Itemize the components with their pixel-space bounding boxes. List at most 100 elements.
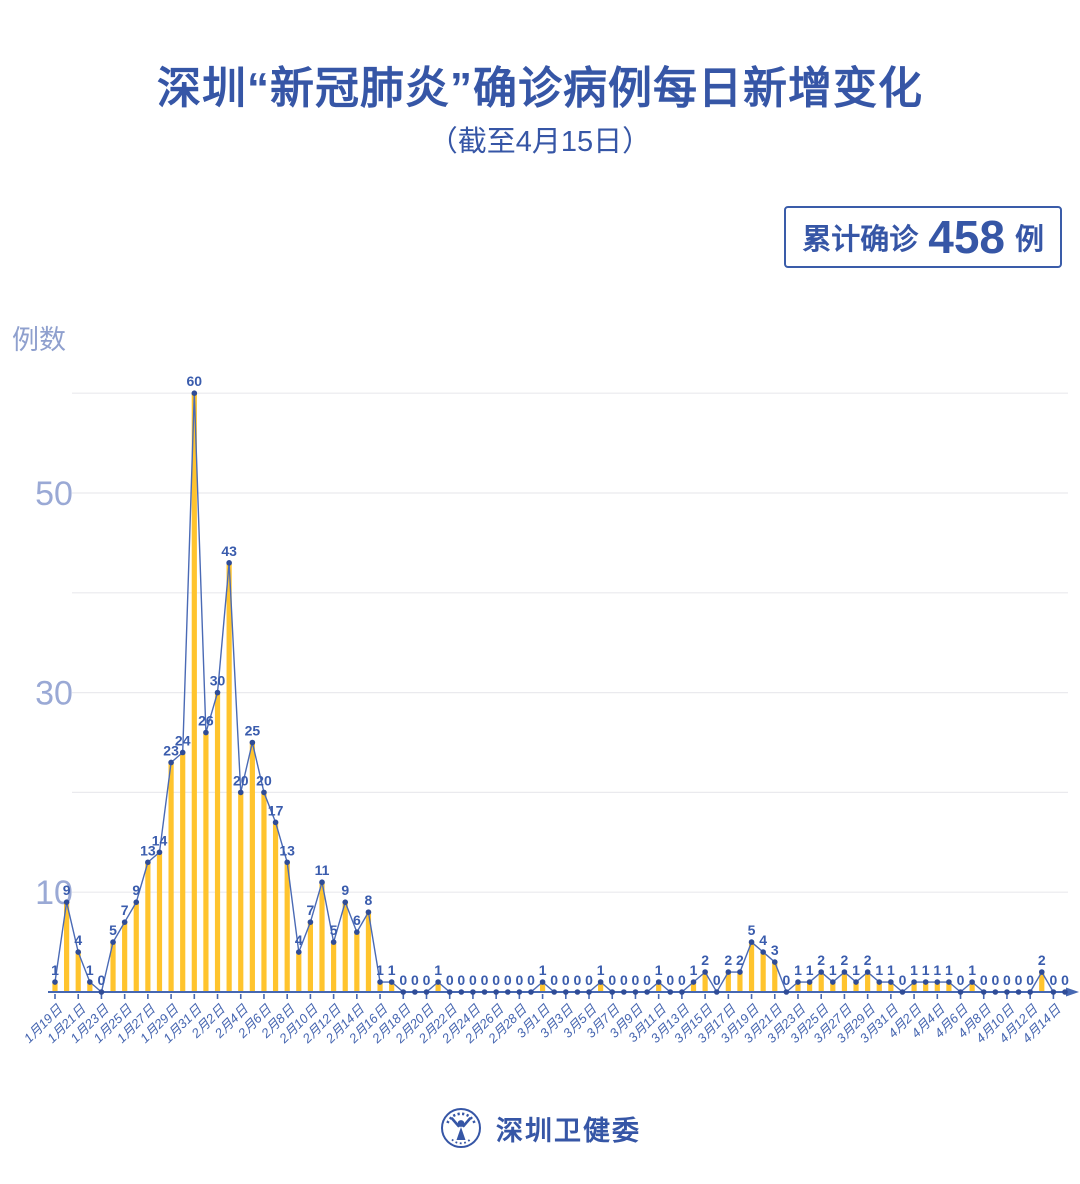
svg-text:0: 0 xyxy=(585,972,593,988)
svg-text:0: 0 xyxy=(899,972,907,988)
page-title: 深圳“新冠肺炎”确诊病例每日新增变化 xyxy=(157,64,923,113)
svg-text:1: 1 xyxy=(945,962,953,978)
svg-text:1: 1 xyxy=(887,962,895,978)
svg-text:0: 0 xyxy=(991,972,999,988)
svg-text:0: 0 xyxy=(666,972,674,988)
axis-arrow-icon xyxy=(1066,987,1079,997)
data-points xyxy=(52,390,1068,995)
svg-text:60: 60 xyxy=(187,373,203,389)
svg-text:25: 25 xyxy=(245,723,261,739)
svg-text:50: 50 xyxy=(35,475,73,513)
x-axis xyxy=(48,987,1079,999)
bars xyxy=(52,393,1045,992)
svg-text:0: 0 xyxy=(643,972,651,988)
badge-label: 累计确诊 xyxy=(802,224,919,256)
svg-text:0: 0 xyxy=(504,972,512,988)
svg-text:23: 23 xyxy=(163,742,179,758)
svg-text:0: 0 xyxy=(423,972,431,988)
badge-unit: 例 xyxy=(1014,224,1044,256)
svg-text:13: 13 xyxy=(140,842,156,858)
svg-text:1: 1 xyxy=(875,962,883,978)
svg-text:43: 43 xyxy=(221,543,237,559)
page-subtitle: （截至4月15日） xyxy=(428,126,652,158)
svg-text:1: 1 xyxy=(51,962,59,978)
svg-text:0: 0 xyxy=(550,972,558,988)
svg-text:0: 0 xyxy=(492,972,500,988)
svg-text:0: 0 xyxy=(411,972,419,988)
svg-text:0: 0 xyxy=(527,972,535,988)
shenzhen-health-commission-logo-icon xyxy=(441,1108,481,1148)
svg-text:0: 0 xyxy=(446,972,454,988)
cumulative-total-badge: 累计确诊 458 例 xyxy=(784,206,1062,268)
svg-text:1: 1 xyxy=(655,962,663,978)
svg-text:0: 0 xyxy=(782,972,790,988)
badge-value: 458 xyxy=(928,211,1005,263)
svg-text:1: 1 xyxy=(806,962,814,978)
svg-text:0: 0 xyxy=(515,972,523,988)
svg-text:1: 1 xyxy=(376,962,384,978)
svg-text:6: 6 xyxy=(353,912,361,928)
svg-text:4: 4 xyxy=(759,932,767,948)
svg-text:9: 9 xyxy=(341,882,349,898)
svg-text:0: 0 xyxy=(1061,972,1069,988)
svg-text:1: 1 xyxy=(968,962,976,978)
svg-text:2: 2 xyxy=(864,952,872,968)
svg-text:5: 5 xyxy=(748,922,756,938)
svg-text:0: 0 xyxy=(481,972,489,988)
svg-text:1: 1 xyxy=(852,962,860,978)
svg-text:0: 0 xyxy=(98,972,106,988)
svg-text:0: 0 xyxy=(1015,972,1023,988)
svg-text:2: 2 xyxy=(724,952,732,968)
svg-text:20: 20 xyxy=(233,772,249,788)
svg-text:7: 7 xyxy=(121,902,129,918)
y-axis-unit-label: 例数 xyxy=(12,325,66,355)
svg-text:1: 1 xyxy=(933,962,941,978)
svg-text:0: 0 xyxy=(620,972,628,988)
svg-text:2: 2 xyxy=(736,952,744,968)
svg-text:17: 17 xyxy=(268,802,284,818)
svg-text:9: 9 xyxy=(132,882,140,898)
svg-text:0: 0 xyxy=(562,972,570,988)
svg-text:7: 7 xyxy=(307,902,315,918)
svg-text:24: 24 xyxy=(175,732,191,748)
svg-text:3: 3 xyxy=(771,942,779,958)
svg-text:30: 30 xyxy=(210,673,226,689)
svg-text:0: 0 xyxy=(632,972,640,988)
svg-text:1: 1 xyxy=(794,962,802,978)
svg-text:11: 11 xyxy=(315,862,330,878)
footer: 深圳卫健委 xyxy=(0,1106,1080,1150)
svg-text:0: 0 xyxy=(399,972,407,988)
svg-text:2: 2 xyxy=(1038,952,1046,968)
x-axis-tick-labels: 1月19日1月21日1月23日1月25日1月27日1月29日1月31日2月2日2… xyxy=(21,1001,1064,1047)
svg-text:1: 1 xyxy=(910,962,918,978)
svg-text:2: 2 xyxy=(817,952,825,968)
svg-text:5: 5 xyxy=(330,922,338,938)
svg-text:2: 2 xyxy=(701,952,709,968)
svg-text:8: 8 xyxy=(365,892,373,908)
svg-text:9: 9 xyxy=(63,882,71,898)
svg-text:14: 14 xyxy=(152,832,168,848)
svg-text:0: 0 xyxy=(678,972,686,988)
svg-text:1: 1 xyxy=(434,962,442,978)
svg-text:1: 1 xyxy=(690,962,698,978)
svg-text:13: 13 xyxy=(279,842,295,858)
svg-text:1: 1 xyxy=(829,962,837,978)
svg-text:4: 4 xyxy=(295,932,303,948)
svg-text:1: 1 xyxy=(597,962,605,978)
svg-text:0: 0 xyxy=(574,972,582,988)
org-name: 深圳卫健委 xyxy=(496,1115,641,1146)
svg-text:0: 0 xyxy=(608,972,616,988)
svg-text:0: 0 xyxy=(957,972,965,988)
svg-text:2: 2 xyxy=(841,952,849,968)
svg-text:4: 4 xyxy=(74,932,82,948)
value-labels: 1941057913142324602630432025201713471159… xyxy=(51,373,1069,988)
svg-text:1: 1 xyxy=(539,962,547,978)
svg-text:5: 5 xyxy=(109,922,117,938)
svg-text:0: 0 xyxy=(980,972,988,988)
daily-cases-chart: 1030501941057913142324602630432025201713… xyxy=(21,373,1079,1047)
svg-text:1: 1 xyxy=(86,962,94,978)
svg-text:0: 0 xyxy=(457,972,465,988)
svg-text:20: 20 xyxy=(256,772,272,788)
